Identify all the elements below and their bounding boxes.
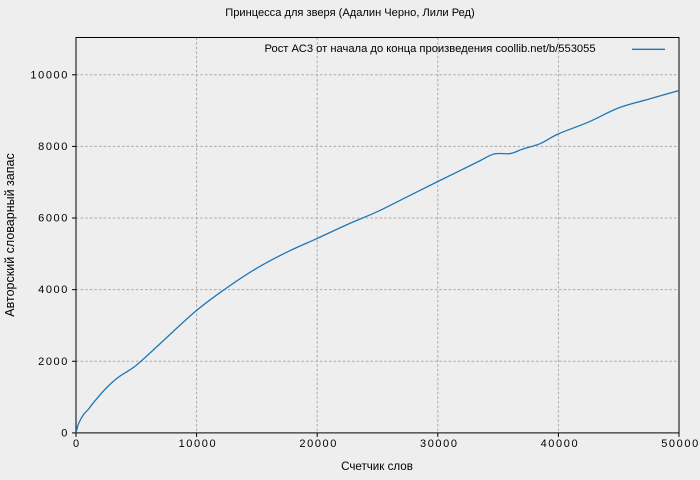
svg-text:Счетчик слов: Счетчик слов bbox=[341, 460, 413, 473]
svg-text:Рост АС3 от начала до конца пр: Рост АС3 от начала до конца произведения… bbox=[265, 43, 596, 55]
svg-text:8000: 8000 bbox=[38, 141, 69, 153]
svg-text:40000: 40000 bbox=[541, 438, 580, 450]
svg-text:6000: 6000 bbox=[38, 213, 69, 225]
svg-text:2000: 2000 bbox=[38, 356, 69, 368]
svg-text:10000: 10000 bbox=[30, 69, 69, 81]
svg-text:0: 0 bbox=[73, 438, 81, 450]
svg-text:0: 0 bbox=[61, 427, 69, 439]
svg-text:Авторский словарный запас: Авторский словарный запас bbox=[3, 153, 17, 316]
svg-text:30000: 30000 bbox=[420, 438, 459, 450]
svg-text:10000: 10000 bbox=[179, 438, 218, 450]
svg-text:Принцесса для зверя (Адалин Че: Принцесса для зверя (Адалин Черно, Лили … bbox=[225, 7, 474, 19]
svg-text:50000: 50000 bbox=[661, 438, 700, 450]
svg-text:4000: 4000 bbox=[38, 284, 69, 296]
svg-text:20000: 20000 bbox=[299, 438, 338, 450]
